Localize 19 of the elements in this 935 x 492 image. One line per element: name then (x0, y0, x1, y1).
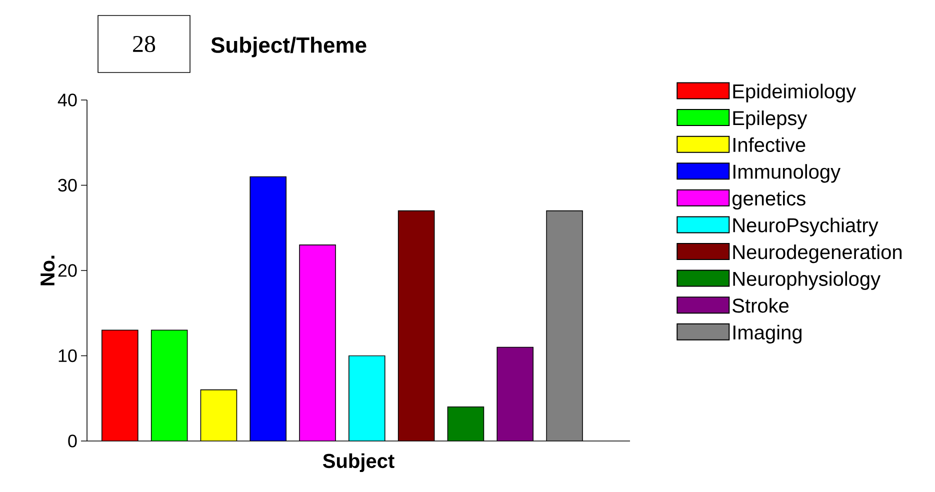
legend-label: Stroke (732, 298, 789, 313)
y-tick-label: 20 (58, 264, 77, 277)
legend-label: Immunology (733, 164, 841, 183)
legend-label: Neurophysiology (733, 271, 881, 290)
legend-label: Imaging (733, 324, 802, 344)
y-axis-title: No. (40, 256, 55, 286)
legend-label: Epideimiology (733, 84, 856, 102)
legend-label: Neurodegeneration (733, 244, 902, 264)
y-tick-label: 30 (58, 178, 77, 192)
legend-label: genetics (732, 190, 806, 210)
text: 28 (133, 36, 156, 52)
y-tick-label: 10 (58, 349, 77, 362)
legend-label: NeuroPsychiatry (733, 218, 878, 236)
chart-title: Subject/Theme (211, 36, 366, 58)
y-tick-label: 40 (58, 94, 77, 106)
legend-label: Epilepsy (733, 110, 808, 130)
x-axis-title: Subject (322, 453, 394, 472)
y-tick-label: 0 (68, 434, 77, 448)
legend-label: Infective (733, 137, 806, 152)
